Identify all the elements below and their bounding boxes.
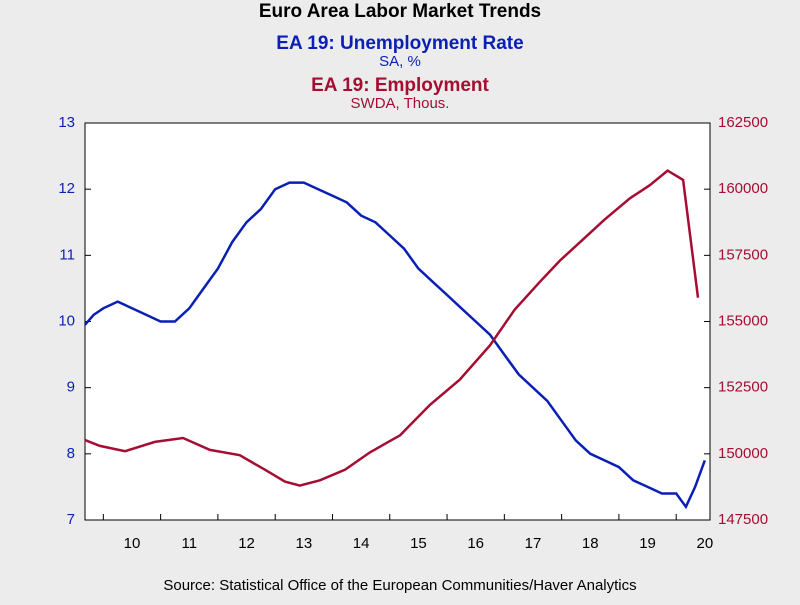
x-tick-label: 19 [639, 535, 656, 552]
y2-tick-label: 150000 [718, 445, 768, 462]
y-tick-label: 10 [58, 312, 75, 329]
x-tick-label: 11 [181, 535, 197, 552]
x-tick-label: 18 [582, 535, 599, 552]
y2-tick-label: 157500 [718, 246, 768, 263]
x-tick-label: 15 [410, 535, 427, 552]
x-tick-label: 16 [467, 535, 484, 552]
y-tick-label: 9 [67, 379, 75, 396]
subtitle: SA, % [379, 53, 421, 70]
y2-tick-label: 147500 [718, 511, 768, 528]
x-tick-label: 14 [353, 535, 370, 552]
y-tick-label: 13 [58, 114, 75, 131]
x-tick-label: 20 [697, 535, 714, 552]
subtitle: EA 19: Employment [311, 75, 489, 96]
y-tick-label: 7 [67, 511, 75, 528]
y-tick-label: 11 [59, 246, 75, 263]
subtitle: EA 19: Unemployment Rate [276, 33, 523, 54]
plot-area [84, 122, 711, 521]
y2-tick-label: 162500 [718, 114, 768, 131]
line-series [84, 181, 706, 510]
y-tick-label: 8 [67, 445, 75, 462]
y-tick-label: 12 [58, 180, 75, 197]
y2-tick-label: 155000 [718, 312, 768, 329]
x-tick-label: 17 [525, 535, 542, 552]
chart-title: Euro Area Labor Market Trends [259, 1, 541, 22]
y2-tick-label: 160000 [718, 180, 768, 197]
subtitle: SWDA, Thous. [351, 95, 450, 112]
x-tick-label: 12 [238, 535, 255, 552]
x-tick-label: 10 [124, 535, 141, 552]
y2-tick-label: 152500 [718, 379, 768, 396]
line-series [84, 169, 700, 487]
source: Source: Statistical Office of the Europe… [163, 577, 636, 594]
x-tick-label: 13 [295, 535, 312, 552]
